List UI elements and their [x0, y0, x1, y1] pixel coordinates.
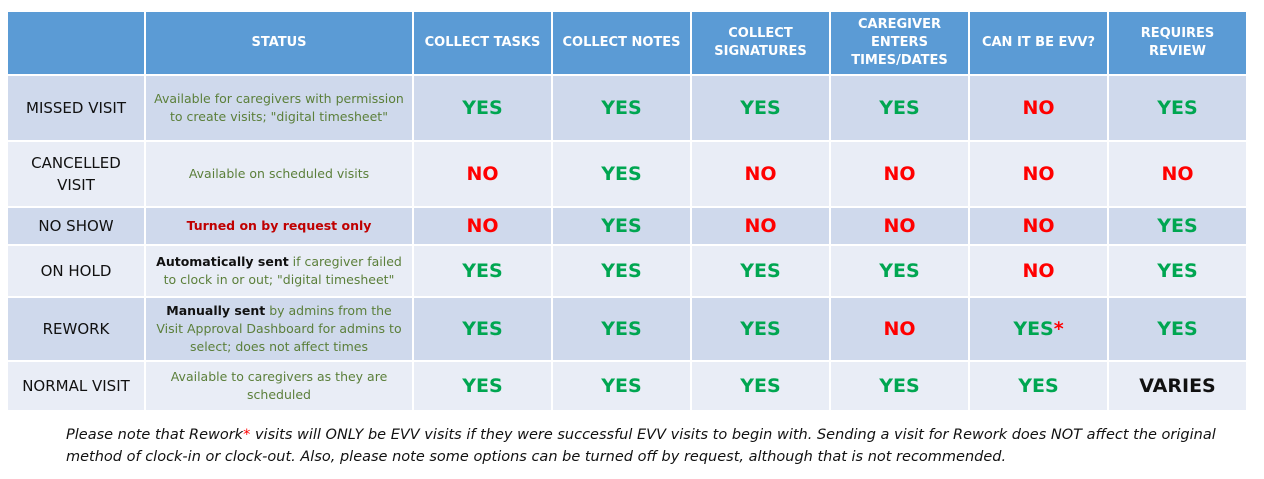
header-caregiver-enters-times: CAREGIVER ENTERS TIMES/DATES: [829, 10, 970, 76]
value-caregiver-enters-times: NO: [883, 318, 916, 340]
status-text: if caregiver failed to clock in or out; …: [163, 254, 402, 287]
table-row-rework: REWORK Manually sent by admins from the …: [6, 296, 1248, 362]
value-collect-notes: YES: [601, 163, 642, 185]
header-requires-review: REQUIRES REVIEW: [1107, 10, 1248, 76]
table-row-on-hold: ON HOLD Automatically sent if caregiver …: [6, 244, 1248, 298]
value-collect-signatures: YES: [740, 97, 781, 119]
table-row-missed-visit: MISSED VISIT Available for caregivers wi…: [6, 74, 1248, 142]
value-can-it-be-evv: YES: [1018, 375, 1059, 397]
value-collect-notes: YES: [601, 215, 642, 237]
header-status: STATUS: [144, 10, 414, 76]
rework-asterisk: *: [1053, 318, 1064, 340]
status-text: Available to caregivers as they are sche…: [170, 369, 388, 402]
header-collect-signatures: COLLECT SIGNATURES: [690, 10, 831, 76]
status-text: Available on scheduled visits: [188, 166, 370, 181]
status-description: Available for caregivers with permission…: [144, 74, 414, 142]
status-text: Available for caregivers with permission…: [154, 91, 404, 124]
status-text: Turned on by request only: [186, 218, 372, 233]
footnote-asterisk: *: [243, 427, 251, 443]
value-caregiver-enters-times: NO: [883, 163, 916, 185]
value-caregiver-enters-times: NO: [883, 215, 916, 237]
table-row-no-show: NO SHOW Turned on by request only NO YES…: [6, 206, 1248, 246]
value-requires-review: YES: [1157, 318, 1198, 340]
value-requires-review: YES: [1157, 97, 1198, 119]
value-requires-review: YES: [1157, 215, 1198, 237]
row-label: REWORK: [6, 296, 146, 362]
value-caregiver-enters-times: YES: [879, 97, 920, 119]
value-can-it-be-evv: NO: [1022, 260, 1055, 282]
row-label: ON HOLD: [6, 244, 146, 298]
row-label: CANCELLED VISIT: [6, 140, 146, 208]
value-requires-review: YES: [1157, 260, 1198, 282]
value-collect-notes: YES: [601, 97, 642, 119]
header-corner: [6, 10, 146, 76]
row-label: NO SHOW: [6, 206, 146, 246]
header-row: STATUS COLLECT TASKS COLLECT NOTES COLLE…: [6, 10, 1248, 76]
value-caregiver-enters-times: YES: [879, 375, 920, 397]
value-collect-tasks: YES: [462, 97, 503, 119]
status-description: Turned on by request only: [144, 206, 414, 246]
value-can-it-be-evv: NO: [1022, 97, 1055, 119]
status-bold-text: Automatically sent: [156, 254, 289, 269]
value-collect-notes: YES: [601, 318, 642, 340]
row-label: MISSED VISIT: [6, 74, 146, 142]
value-collect-notes: YES: [601, 260, 642, 282]
value-can-it-be-evv: NO: [1022, 215, 1055, 237]
status-description: Automatically sent if caregiver failed t…: [144, 244, 414, 298]
header-can-it-be-evv: CAN IT BE EVV?: [968, 10, 1109, 76]
status-description: Available on scheduled visits: [144, 140, 414, 208]
status-description: Manually sent by admins from the Visit A…: [144, 296, 414, 362]
feature-table-container: STATUS COLLECT TASKS COLLECT NOTES COLLE…: [6, 10, 1248, 412]
value-collect-notes: YES: [601, 375, 642, 397]
status-description: Available to caregivers as they are sche…: [144, 360, 414, 412]
value-collect-tasks: NO: [466, 163, 499, 185]
header-collect-notes: COLLECT NOTES: [551, 10, 692, 76]
visit-status-table: STATUS COLLECT TASKS COLLECT NOTES COLLE…: [6, 10, 1248, 412]
value-caregiver-enters-times: YES: [879, 260, 920, 282]
value-collect-signatures: YES: [740, 260, 781, 282]
value-can-it-be-evv: NO: [1022, 163, 1055, 185]
value-collect-tasks: YES: [462, 260, 503, 282]
value-collect-tasks: YES: [462, 375, 503, 397]
status-bold-text: Manually sent: [166, 303, 266, 318]
value-collect-tasks: YES: [462, 318, 503, 340]
value-collect-tasks: NO: [466, 215, 499, 237]
table-row-cancelled-visit: CANCELLED VISIT Available on scheduled v…: [6, 140, 1248, 208]
status-text: by admins from the Visit Approval Dashbo…: [156, 303, 402, 354]
footnote-text-before: Please note that Rework: [66, 427, 244, 443]
value-collect-signatures: NO: [744, 163, 777, 185]
value-requires-review: VARIES: [1139, 375, 1216, 397]
value-requires-review: NO: [1161, 163, 1194, 185]
footnote: Please note that Rework* visits will ONL…: [66, 424, 1216, 468]
value-can-it-be-evv: YES: [1013, 318, 1054, 340]
value-collect-signatures: YES: [740, 375, 781, 397]
table-row-normal-visit: NORMAL VISIT Available to caregivers as …: [6, 360, 1248, 412]
row-label: NORMAL VISIT: [6, 360, 146, 412]
footnote-text-after: visits will ONLY be EVV visits if they w…: [66, 427, 1216, 465]
header-collect-tasks: COLLECT TASKS: [412, 10, 553, 76]
value-collect-signatures: YES: [740, 318, 781, 340]
value-collect-signatures: NO: [744, 215, 777, 237]
